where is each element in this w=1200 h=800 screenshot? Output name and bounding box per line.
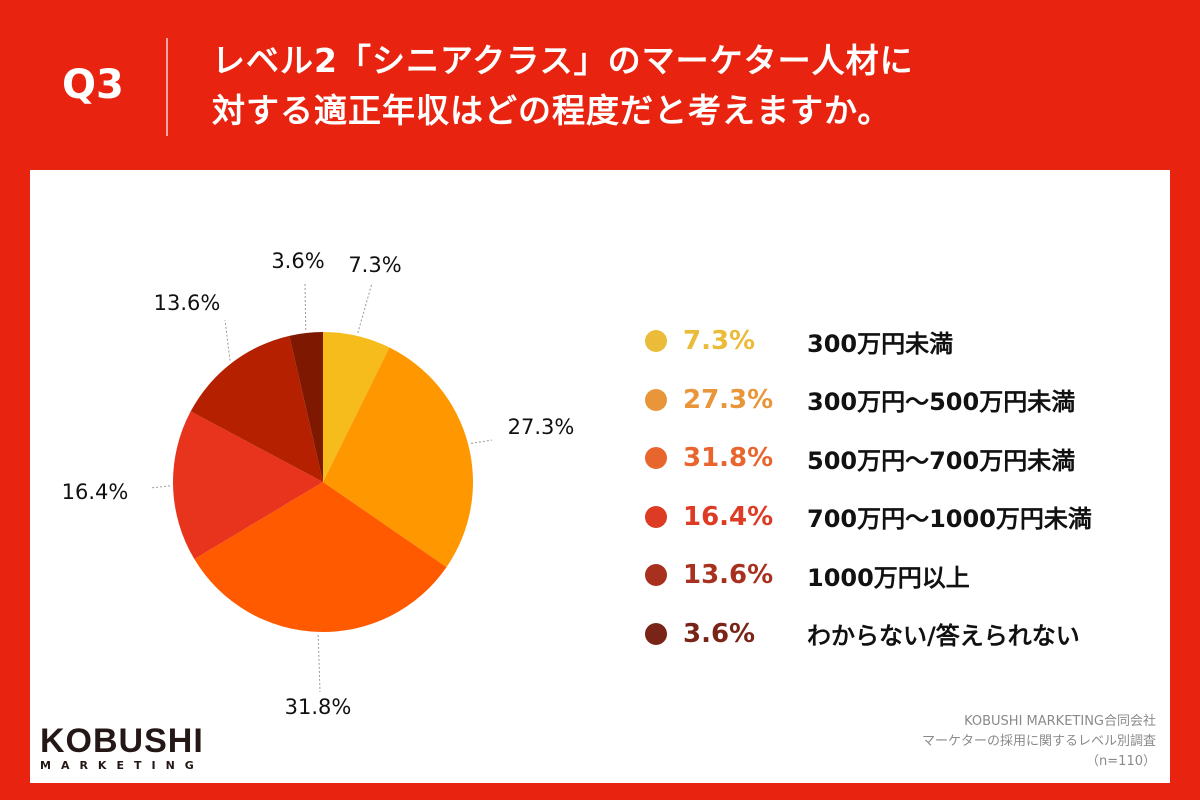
legend-dot-icon: [645, 622, 667, 645]
source-line-3: （n=110）: [1086, 754, 1156, 769]
data-label: 13.6%: [154, 291, 221, 315]
data-label: 16.4%: [62, 480, 129, 504]
leader-line: [224, 319, 231, 361]
legend-item: 7.3% 300万円未満: [645, 312, 1092, 371]
legend-percent: 13.6%: [683, 560, 774, 591]
legend-dot-icon: [645, 330, 667, 353]
pie-slice: [323, 332, 390, 482]
legend-item: 13.6% 1000万円以上: [645, 546, 1092, 605]
question-title: レベル2「シニアクラス」のマーケター人材に 対する適正年収はどの程度だと考えます…: [212, 36, 914, 136]
title-line-1: レベル2「シニアクラス」のマーケター人材に: [212, 41, 914, 80]
legend-category: わからない/答えられない: [807, 622, 1080, 651]
legend-category: 500万円〜700万円未満: [807, 446, 1076, 475]
legend-category: 1000万円以上: [807, 563, 970, 592]
legend: 7.3% 300万円未満 27.3% 300万円〜500万円未満 31.8% 500万円〜…: [645, 312, 1092, 663]
pie-slice: [194, 482, 447, 632]
logo-subtext: MARKETING: [40, 759, 204, 772]
legend-dot-icon: [645, 564, 667, 587]
leader-line: [317, 634, 321, 693]
data-label: 3.6%: [271, 249, 324, 273]
kobushi-logo: KOBUSHI MARKETING: [40, 722, 204, 772]
legend-percent: 3.6%: [683, 618, 756, 649]
pie-slice: [323, 347, 473, 568]
title-line-2: 対する適正年収はどの程度だと考えますか。: [212, 91, 892, 130]
legend-percent: 31.8%: [683, 443, 774, 474]
header-divider: [166, 38, 168, 136]
legend-item: 31.8% 500万円〜700万円未満: [645, 429, 1092, 488]
pie-slice: [190, 335, 323, 482]
legend-category: 700万円〜1000万円未満: [807, 505, 1092, 534]
data-label: 27.3%: [508, 415, 575, 439]
source-line-2: マーケターの採用に関するレベル別調査: [921, 734, 1156, 749]
data-label: 7.3%: [348, 253, 401, 277]
pie-slice: [172, 411, 323, 560]
legend-percent: 27.3%: [683, 384, 774, 415]
legend-dot-icon: [645, 447, 667, 470]
legend-category: 300万円未満: [807, 329, 954, 358]
data-label: 31.8%: [285, 695, 352, 719]
legend-item: 3.6% わからない/答えられない: [645, 605, 1092, 664]
source-note: KOBUSHI MARKETING合同会社 マーケターの採用に関するレベル別調査…: [922, 712, 1156, 772]
leader-line: [149, 485, 171, 489]
legend-category: 300万円〜500万円未満: [807, 388, 1076, 417]
legend-dot-icon: [645, 388, 667, 411]
pie-slice: [289, 332, 323, 482]
legend-percent: 16.4%: [683, 501, 774, 532]
source-line-1: KOBUSHI MARKETING合同会社: [964, 714, 1156, 729]
leader-line: [470, 439, 493, 444]
leader-line: [304, 281, 307, 330]
logo-text: KOBUSHI: [40, 722, 204, 760]
question-number: Q3: [62, 62, 124, 108]
legend-dot-icon: [645, 505, 667, 528]
leader-line: [357, 282, 373, 334]
legend-percent: 7.3%: [683, 326, 756, 357]
legend-item: 16.4% 700万円〜1000万円未満: [645, 488, 1092, 547]
legend-item: 27.3% 300万円〜500万円未満: [645, 371, 1092, 430]
